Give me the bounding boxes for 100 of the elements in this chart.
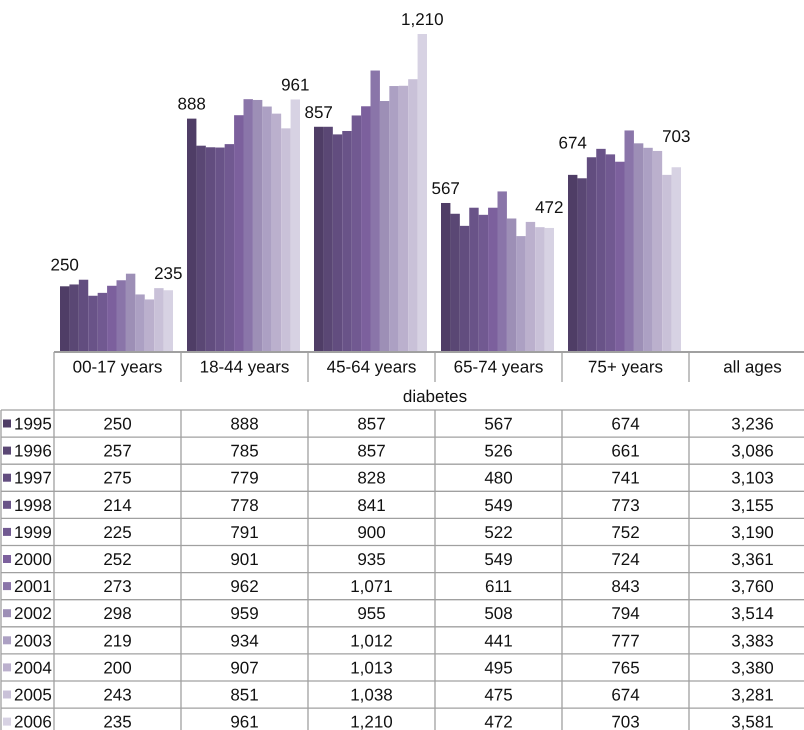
- data-label: 526: [484, 442, 513, 461]
- legend-label: 2006: [14, 712, 52, 730]
- bar: [652, 150, 662, 352]
- bar: [252, 100, 262, 352]
- bar: [544, 228, 554, 352]
- data-label: 243: [103, 686, 132, 704]
- legend-label: 1996: [14, 442, 52, 461]
- text: 3,103: [731, 468, 774, 488]
- x-tick-label: 65-74 years: [454, 358, 544, 376]
- bar: [370, 70, 380, 352]
- bar: [398, 86, 408, 352]
- data-label: 200: [103, 658, 132, 678]
- legend-label: 1997: [14, 468, 52, 488]
- x-axis-title: diabetes: [402, 387, 468, 406]
- bar: [380, 101, 390, 352]
- data-label: 257: [103, 442, 132, 461]
- bar: [144, 299, 154, 352]
- text: 3,514: [731, 604, 774, 624]
- legend-label: 2000: [14, 550, 52, 569]
- data-label: 741: [611, 468, 640, 488]
- text: 3,760: [731, 577, 774, 596]
- data-label: 298: [103, 604, 132, 624]
- bar: [135, 294, 145, 352]
- data-label: 214: [103, 496, 132, 515]
- legend-label: 1998: [14, 496, 52, 515]
- legend-label: 2003: [14, 631, 52, 650]
- data-label: 661: [611, 442, 640, 461]
- bar: [164, 290, 173, 352]
- data-label: 724: [611, 550, 640, 569]
- legend-label: 2005: [14, 686, 52, 704]
- x-tick-label: 75+ years: [588, 358, 664, 376]
- data-label: 549: [484, 550, 513, 569]
- text: 250: [50, 256, 79, 275]
- bar: [314, 126, 324, 352]
- data-label: 475: [484, 686, 513, 704]
- data-label: 508: [484, 604, 513, 624]
- data-label: 828: [357, 468, 386, 488]
- data-label: 252: [103, 550, 132, 569]
- data-label: 472: [484, 712, 513, 730]
- data-label: 235: [103, 712, 132, 730]
- data-label: 1,012: [350, 631, 393, 650]
- bar: [526, 222, 536, 352]
- data-label: 549: [484, 496, 513, 515]
- bar: [634, 143, 644, 352]
- text: 235: [154, 264, 182, 284]
- data-label: 674: [611, 686, 640, 704]
- bar: [60, 286, 70, 352]
- data-label: 962: [230, 577, 259, 596]
- data-label: 955: [357, 604, 386, 624]
- text: 3,361: [731, 550, 774, 569]
- data-label: 959: [230, 604, 259, 624]
- data-label: 567: [484, 414, 513, 434]
- data-label: 752: [611, 522, 640, 542]
- data-label: 777: [611, 631, 640, 650]
- data-label: 480: [484, 468, 513, 488]
- bar: [624, 130, 634, 352]
- text: 3,281: [731, 686, 774, 704]
- text: 961: [281, 75, 310, 94]
- text: 3,190: [731, 522, 774, 542]
- bar: [262, 106, 272, 352]
- data-label: 275: [103, 468, 132, 488]
- data-label: 785: [230, 442, 259, 461]
- bar: [506, 218, 516, 352]
- data-label: 1,210: [350, 712, 393, 730]
- bar: [662, 174, 672, 352]
- text: 674: [558, 133, 587, 152]
- bar: [116, 280, 126, 352]
- data-label: 857: [357, 414, 386, 434]
- text: 3,383: [731, 631, 774, 650]
- data-label: 841: [357, 496, 386, 515]
- bar: [272, 114, 282, 352]
- text: 888: [178, 94, 206, 114]
- bar: [441, 202, 450, 352]
- data-label: 225: [103, 522, 132, 542]
- bar: [389, 86, 399, 352]
- bar: [187, 118, 196, 352]
- data-label: 273: [103, 577, 132, 596]
- data-label: 441: [484, 631, 513, 650]
- data-label: 934: [230, 631, 259, 650]
- bar: [418, 34, 427, 352]
- data-label: 250: [103, 414, 132, 434]
- data-label: 495: [484, 658, 513, 678]
- data-label: 1,071: [350, 577, 393, 596]
- text: 3,380: [731, 658, 774, 678]
- data-label: 779: [230, 468, 259, 488]
- data-label: 765: [611, 658, 640, 678]
- data-label: 778: [230, 496, 259, 515]
- data-label: 794: [611, 604, 640, 624]
- data-label: 851: [230, 686, 259, 704]
- x-tick-label: all ages: [723, 358, 782, 376]
- data-label: 907: [230, 658, 259, 678]
- bar: [568, 174, 578, 352]
- data-label: 522: [484, 522, 513, 542]
- x-tick-label: 45-64 years: [326, 358, 416, 376]
- legend-label: 2001: [14, 577, 52, 596]
- bar: [672, 167, 681, 352]
- legend-label: 1999: [14, 522, 52, 542]
- legend-label: 1995: [14, 414, 52, 434]
- bar: [498, 191, 507, 352]
- text: 3,236: [731, 414, 774, 434]
